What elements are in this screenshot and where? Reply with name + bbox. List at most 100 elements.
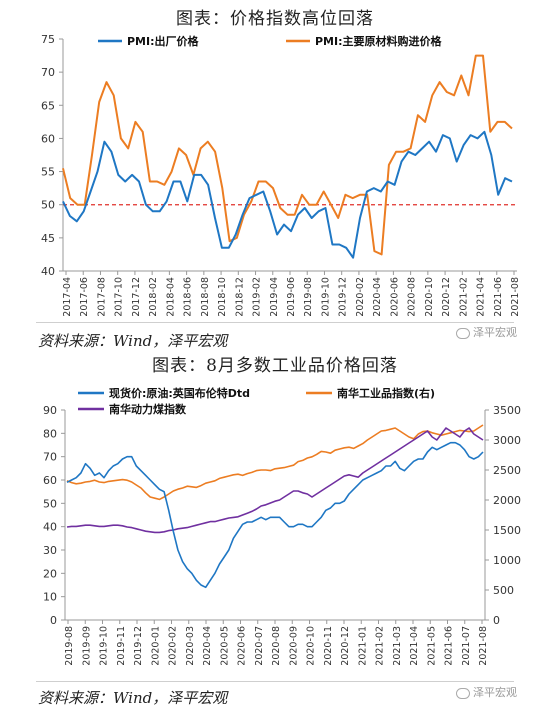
- chart1-x-tick-label: 2020-08: [407, 277, 418, 317]
- divider: [36, 322, 514, 323]
- chart2-x-tick-label: 2021-03: [392, 626, 403, 666]
- chart2-left-y-tick-label: 70: [43, 451, 57, 464]
- chart1-y-tick-label: 40: [41, 265, 55, 278]
- chart2-x-tick-label: 2020-05: [219, 626, 230, 666]
- chart2-right-y-tick-label: 2500: [493, 464, 521, 477]
- chart2-left-y-tick-label: 80: [43, 427, 57, 440]
- chart2-x-tick-label: 2021-07: [461, 626, 472, 666]
- chart2-x-tick-label: 2019-09: [81, 626, 92, 666]
- chart2-right-y-tick-label: 0: [493, 614, 500, 627]
- series-line-pmi-output: [62, 130, 513, 259]
- chart1-x-tick-label: 2020-02: [355, 277, 366, 317]
- chart2-x-tick-label: 2019-12: [133, 626, 144, 666]
- legend-label-brent: 现货价:原油:英国布伦特Dtd: [109, 386, 250, 400]
- chart2-right-y-tick-label: 1000: [493, 554, 521, 567]
- chart1-x-tick-label: 2019-02: [252, 277, 263, 317]
- wechat-icon: [456, 687, 470, 699]
- chart1-x-tick-label: 2018-08: [200, 277, 211, 317]
- chart1-y-tick-label: 45: [41, 232, 55, 245]
- chart2-source: 资料来源：Wind，泽平宏观: [38, 689, 228, 707]
- chart1-x-tick-label: 2021-04: [476, 277, 487, 317]
- chart2-x-tick-label: 2021-06: [444, 626, 455, 666]
- chart2-x-tick-label: 2020-03: [185, 626, 196, 666]
- divider: [36, 681, 514, 682]
- chart1-watermark: 泽平宏观: [456, 324, 517, 340]
- chart2-x-tick-label: 2019-08: [64, 626, 75, 666]
- chart2-left-y-tick-label: 0: [50, 614, 57, 627]
- chart1-y-tick-label: 75: [41, 33, 55, 46]
- chart1-y-tick-label: 60: [41, 132, 55, 145]
- legend-label-nanhua-industrial: 南华工业品指数(右): [337, 386, 435, 400]
- chart2-right-y-tick-label: 2000: [493, 494, 521, 507]
- chart2-left-y-tick-label: 20: [43, 567, 57, 580]
- chart2-x-tick-label: 2019-11: [116, 626, 127, 666]
- legend-label-nanhua-coal: 南华动力煤指数: [109, 402, 187, 416]
- chart1-x-tick-label: 2017-12: [131, 277, 142, 317]
- chart2-right-y-tick-label: 3500: [493, 404, 521, 417]
- chart2-x-tick-label: 2020-02: [168, 626, 179, 666]
- chart2-x-tick-label: 2020-06: [237, 626, 248, 666]
- chart2-x-tick-label: 2021-02: [375, 626, 386, 666]
- chart1-y-tick-label: 65: [41, 99, 55, 112]
- chart2-plot: 0 10 20 30 40 50 60 70 80 90 0 500 1000 1500 2000 2500 3…: [43, 386, 521, 666]
- chart2-watermark: 泽平宏观: [456, 684, 517, 700]
- chart1-source: 资料来源：Wind，泽平宏观: [38, 332, 228, 350]
- chart1-x-tick-label: 2018-10: [217, 277, 228, 317]
- chart2-left-y-tick-label: 40: [43, 521, 57, 534]
- chart2-right-y-tick-label: 3000: [493, 434, 521, 447]
- chart1-x-tick-label: 2020-06: [389, 277, 400, 317]
- chart2-x-tick-label: 2020-11: [323, 626, 334, 666]
- chart1-x-tick-label: 2020-12: [441, 277, 452, 317]
- chart2-x-tick-label: 2020-10: [306, 626, 317, 666]
- chart1-x-tick-label: 2019-06: [286, 277, 297, 317]
- chart2-x-tick-label: 2021-01: [357, 626, 368, 666]
- chart2-x-tick-label: 2019-10: [99, 626, 110, 666]
- chart1-y-tick-label: 50: [41, 199, 55, 212]
- wechat-icon: [456, 327, 470, 339]
- chart1-x-tick-label: 2019-10: [320, 277, 331, 317]
- chart1-plot: 40 45 50 55 60 65 70 75 2017-04 2017-06 2017-08 201…: [41, 33, 521, 317]
- chart1-x-tick-label: 2021-02: [458, 277, 469, 317]
- chart1-x-tick-label: 2018-02: [148, 277, 159, 317]
- chart1-x-tick-label: 2017-10: [114, 277, 125, 317]
- chart2-left-y-tick-label: 50: [43, 497, 57, 510]
- legend-label-pmi-output: PMI:出厂价格: [127, 34, 199, 48]
- chart1-title: 图表：价格指数高位回落: [176, 9, 374, 29]
- chart2-x-tick-label: 2020-08: [271, 626, 282, 666]
- chart2-left-y-tick-label: 90: [43, 404, 57, 417]
- chart2-left-y-tick-label: 10: [43, 591, 57, 604]
- chart2-right-y-tick-label: 1500: [493, 524, 521, 537]
- chart2-x-tick-label: 2020-07: [254, 626, 265, 666]
- chart2-x-tick-label: 2020-09: [288, 626, 299, 666]
- chart1-x-tick-label: 2020-10: [424, 277, 435, 317]
- chart2-x-tick-label: 2021-04: [409, 626, 420, 666]
- chart2-x-tick-label: 2021-08: [478, 626, 489, 666]
- chart1-x-tick-label: 2020-04: [372, 277, 383, 317]
- chart1-legend: PMI:出厂价格 PMI:主要原材料购进价格: [98, 34, 442, 48]
- series-line-nanhua-industrial: [66, 424, 484, 501]
- chart2-title: 图表：8月多数工业品价格回落: [152, 356, 398, 376]
- chart2-right-y-tick-label: 500: [493, 584, 514, 597]
- chart1-x-tick-label: 2021-06: [493, 277, 504, 317]
- chart1-x-tick-label: 2019-08: [303, 277, 314, 317]
- chart2-x-tick-label: 2021-05: [426, 626, 437, 666]
- chart1-x-tick-label: 2017-06: [79, 277, 90, 317]
- chart1-x-tick-label: 2018-06: [183, 277, 194, 317]
- chart2-x-tick-label: 2020-01: [150, 626, 161, 666]
- chart2-left-y-tick-label: 60: [43, 474, 57, 487]
- series-line-nanhua-coal: [66, 427, 484, 534]
- chart1-x-tick-label: 2018-04: [165, 277, 176, 317]
- chart1-x-tick-label: 2021-08: [510, 277, 521, 317]
- chart2-x-tick-label: 2020-12: [340, 626, 351, 666]
- legend-label-pmi-input: PMI:主要原材料购进价格: [315, 34, 442, 48]
- chart1-x-tick-label: 2018-12: [234, 277, 245, 317]
- chart1-x-tick-label: 2019-12: [338, 277, 349, 317]
- chart1-x-tick-label: 2019-04: [269, 277, 280, 317]
- chart2-left-y-tick-label: 30: [43, 544, 57, 557]
- chart1-x-tick-label: 2017-04: [62, 277, 73, 317]
- chart2-legend: 现货价:原油:英国布伦特Dtd 南华工业品指数(右) 南华动力煤指数: [78, 386, 435, 416]
- series-line-brent: [66, 441, 484, 589]
- series-line-pmi-input: [62, 54, 513, 256]
- chart1-x-tick-label: 2017-08: [96, 277, 107, 317]
- chart1-y-tick-label: 55: [41, 166, 55, 179]
